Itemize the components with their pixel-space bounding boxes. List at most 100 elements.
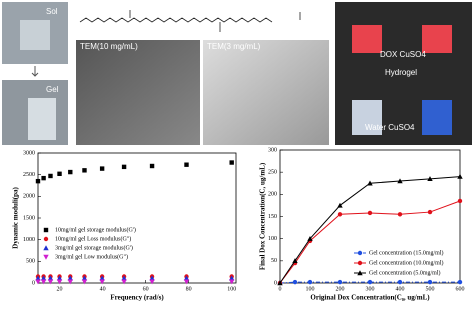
legend-label: 10mg/ml gel Loss modulus(G") (55, 235, 131, 242)
series-line (279, 200, 461, 284)
chemical-structure (79, 10, 301, 32)
x-tick-label: 400 (396, 286, 405, 292)
vial (28, 98, 56, 140)
dox-layer (352, 25, 382, 53)
marker (397, 279, 403, 285)
marker (184, 162, 189, 167)
y-tick-label: 1500 (23, 215, 35, 221)
legend-marker (43, 254, 49, 260)
legend-marker (43, 227, 49, 233)
legend-marker (357, 270, 363, 276)
marker (397, 178, 403, 184)
x-tick-label: 600 (456, 286, 465, 292)
tem-image-1 (76, 40, 200, 145)
marker (40, 279, 47, 285)
marker (99, 279, 105, 285)
x-tick-label: 100 (306, 286, 315, 292)
legend-label: Gel concentration (5.0mg/ml) (369, 269, 440, 276)
marker (81, 279, 88, 285)
y-axis-label: Dynamic moduli(pa) (12, 187, 20, 249)
marker (457, 198, 463, 204)
water-layer (352, 100, 382, 135)
series-line (279, 176, 461, 284)
series-line (279, 281, 460, 284)
marker (40, 275, 47, 281)
marker (183, 279, 190, 285)
y-tick-label: 200 (268, 192, 277, 198)
y-tick-label: 100 (268, 236, 277, 242)
arrow (31, 66, 39, 77)
y-tick-label: 300 (268, 147, 277, 153)
dox-layer (422, 25, 452, 53)
y-tick-label: 50 (271, 258, 277, 264)
marker (292, 258, 298, 264)
x-tick-label: 100 (227, 286, 236, 292)
marker (367, 279, 373, 285)
y-tick-label: 250 (268, 170, 277, 176)
marker (367, 180, 373, 186)
gel-label: Gel (46, 85, 59, 94)
marker (99, 275, 105, 281)
y-tick-label: 1000 (23, 237, 35, 243)
marker (121, 275, 127, 281)
marker (149, 275, 155, 281)
legend-label: 10mg/ml gel storage modulus(G') (55, 226, 136, 233)
marker (35, 279, 41, 285)
marker (121, 279, 127, 285)
y-axis-label: Final Dox Concentration(C, ug/mL) (259, 162, 267, 270)
legend-marker (357, 260, 363, 266)
x-tick-label: 500 (426, 286, 435, 292)
marker (57, 171, 62, 176)
marker (307, 235, 313, 241)
legend-label: Gel concentration (15.0mg/ml) (369, 249, 443, 256)
marker (367, 210, 373, 216)
y-tick-label: 500 (26, 259, 35, 265)
x-tick-label: 60 (143, 286, 149, 292)
sol-label: Sol (46, 7, 58, 16)
y-tick-label: 2000 (23, 194, 35, 200)
x-tick-label: 300 (366, 286, 375, 292)
x-tick-label: 80 (186, 286, 192, 292)
legend-label: 3mg/ml gel Low modulus(G") (55, 253, 128, 260)
marker (47, 275, 54, 281)
legend-label: Gel concentration (10.0mg/ml) (369, 259, 443, 266)
marker (67, 279, 73, 285)
x-tick-label: 0 (279, 286, 282, 292)
marker (82, 168, 87, 173)
marker (228, 279, 235, 285)
marker (47, 279, 54, 285)
marker (427, 279, 433, 285)
marker (35, 178, 41, 184)
marker (229, 160, 234, 165)
legend-marker (43, 236, 49, 242)
marker (457, 173, 463, 179)
marker (427, 209, 433, 215)
marker (149, 279, 155, 285)
marker (337, 202, 343, 208)
marker (307, 279, 313, 285)
marker (397, 212, 403, 217)
hydrogel-label: Hydrogel (385, 68, 417, 77)
vial (20, 20, 50, 50)
marker (81, 275, 88, 281)
marker (121, 164, 127, 170)
y-tick-label: 3000 (23, 150, 35, 156)
y-tick-label: 150 (268, 214, 277, 220)
y-tick-label: 2500 (23, 172, 35, 178)
water-label: Water CuSO4 (365, 123, 415, 132)
marker (41, 175, 46, 181)
marker (277, 280, 283, 286)
marker (228, 275, 235, 281)
marker (56, 279, 63, 285)
marker (183, 275, 190, 281)
marker (68, 169, 73, 175)
marker (427, 176, 433, 182)
y-tick-label: 0 (274, 280, 277, 286)
marker (48, 173, 53, 179)
marker (99, 166, 105, 171)
legend-marker (357, 250, 363, 256)
marker (457, 279, 463, 285)
tem-image-2 (203, 40, 329, 145)
dox-label: DOX CuSO4 (380, 50, 426, 59)
x-tick-label: 20 (57, 286, 63, 292)
